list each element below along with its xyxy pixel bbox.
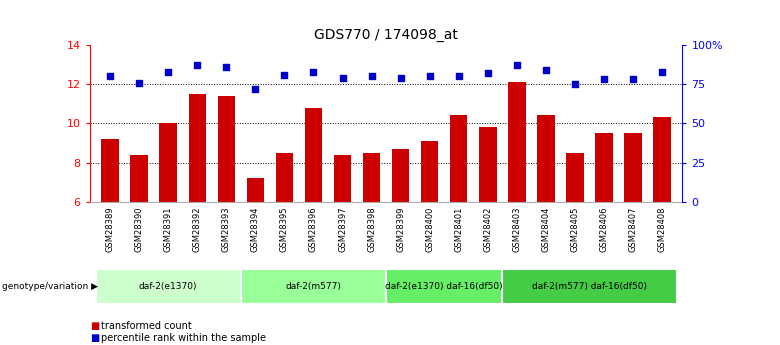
- Text: GSM28390: GSM28390: [135, 207, 144, 252]
- Text: GSM28402: GSM28402: [484, 207, 492, 252]
- Point: [452, 73, 465, 79]
- Point: [481, 70, 494, 76]
- Bar: [392, 149, 410, 202]
- Point: [511, 62, 523, 68]
- Bar: [421, 141, 438, 202]
- Text: daf-2(m577) daf-16(df50): daf-2(m577) daf-16(df50): [532, 282, 647, 291]
- Bar: [101, 139, 119, 202]
- Point: [307, 69, 320, 74]
- Bar: [275, 153, 293, 202]
- Text: GSM28394: GSM28394: [251, 207, 260, 252]
- Text: ■: ■: [90, 333, 99, 343]
- Bar: [305, 108, 322, 202]
- Text: GSM28397: GSM28397: [338, 207, 347, 252]
- Text: GSM28398: GSM28398: [367, 207, 376, 252]
- Point: [627, 77, 640, 82]
- Text: GSM28389: GSM28389: [105, 207, 115, 252]
- Bar: [241, 269, 386, 304]
- Bar: [537, 116, 555, 202]
- Bar: [502, 269, 677, 304]
- Text: GSM28405: GSM28405: [570, 207, 580, 252]
- Text: GSM28395: GSM28395: [280, 207, 289, 252]
- Point: [656, 69, 668, 74]
- Text: ■: ■: [90, 321, 99, 331]
- Point: [133, 80, 145, 85]
- Bar: [654, 117, 671, 202]
- Text: GSM28407: GSM28407: [629, 207, 637, 252]
- Bar: [450, 116, 467, 202]
- Text: GSM28396: GSM28396: [309, 207, 318, 252]
- Bar: [566, 153, 583, 202]
- Text: GSM28392: GSM28392: [193, 207, 202, 252]
- Bar: [595, 133, 613, 202]
- Bar: [130, 155, 148, 202]
- Bar: [334, 155, 351, 202]
- Text: daf-2(e1370) daf-16(df50): daf-2(e1370) daf-16(df50): [385, 282, 503, 291]
- Point: [220, 64, 232, 70]
- Bar: [246, 178, 264, 202]
- Bar: [508, 82, 526, 202]
- Text: GSM28393: GSM28393: [222, 207, 231, 252]
- Title: GDS770 / 174098_at: GDS770 / 174098_at: [314, 28, 458, 42]
- Text: GSM28408: GSM28408: [658, 207, 667, 252]
- Point: [395, 75, 407, 81]
- Text: transformed count: transformed count: [101, 321, 192, 331]
- Text: GSM28400: GSM28400: [425, 207, 434, 252]
- Point: [365, 73, 378, 79]
- Text: daf-2(e1370): daf-2(e1370): [139, 282, 197, 291]
- Bar: [95, 269, 241, 304]
- Point: [424, 73, 436, 79]
- Text: GSM28391: GSM28391: [164, 207, 172, 252]
- Text: GSM28406: GSM28406: [600, 207, 608, 252]
- Text: GSM28404: GSM28404: [541, 207, 551, 252]
- Point: [569, 81, 581, 87]
- Text: daf-2(m577): daf-2(m577): [285, 282, 342, 291]
- Bar: [479, 127, 497, 202]
- Bar: [218, 96, 235, 202]
- Text: percentile rank within the sample: percentile rank within the sample: [101, 333, 267, 343]
- Point: [249, 86, 261, 91]
- Bar: [386, 269, 502, 304]
- Text: genotype/variation ▶: genotype/variation ▶: [2, 282, 98, 291]
- Point: [597, 77, 610, 82]
- Text: GSM28399: GSM28399: [396, 207, 405, 252]
- Text: GSM28403: GSM28403: [512, 207, 521, 252]
- Point: [104, 73, 116, 79]
- Bar: [189, 94, 206, 202]
- Point: [336, 75, 349, 81]
- Text: GSM28401: GSM28401: [454, 207, 463, 252]
- Bar: [159, 124, 177, 202]
- Point: [540, 67, 552, 73]
- Bar: [624, 133, 642, 202]
- Point: [278, 72, 291, 77]
- Point: [162, 69, 175, 74]
- Point: [191, 62, 204, 68]
- Bar: [363, 153, 381, 202]
